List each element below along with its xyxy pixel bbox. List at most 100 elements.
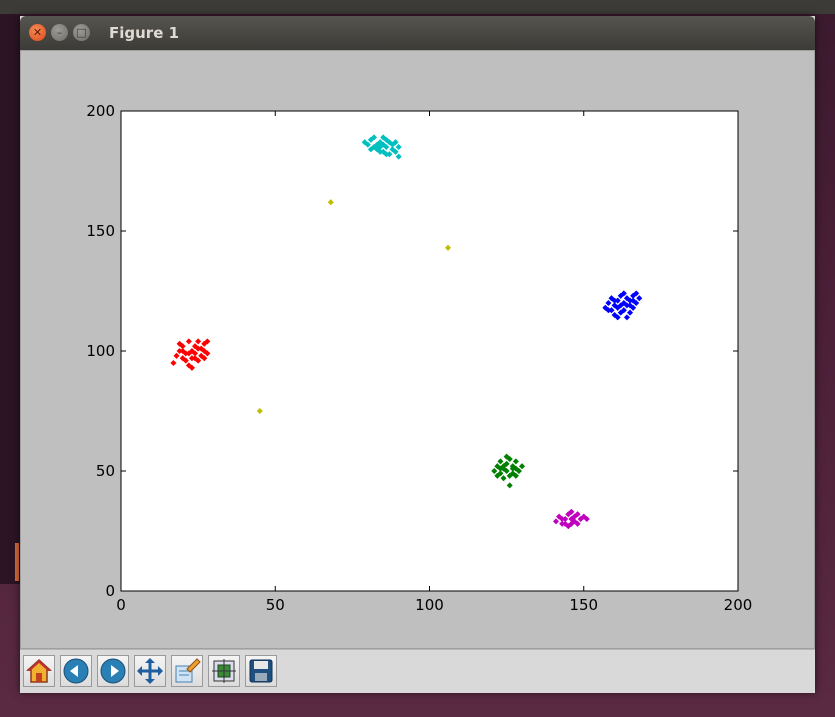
- pan-button[interactable]: [134, 655, 166, 687]
- x-tick-label: 150: [569, 596, 598, 614]
- data-point: [494, 472, 501, 479]
- data-point: [204, 338, 211, 345]
- desktop-launcher-edge: [15, 543, 19, 581]
- data-point: [185, 350, 192, 357]
- data-point: [383, 143, 390, 151]
- zoom-icon: [175, 658, 201, 683]
- y-tick-label: 200: [86, 102, 115, 120]
- data-point: [614, 314, 621, 321]
- data-point: [583, 515, 590, 523]
- data-point: [605, 307, 612, 314]
- figure-canvas[interactable]: 0 50 100 150 200 0 50 100 150 200: [20, 50, 815, 649]
- data-point: [519, 463, 526, 470]
- data-point: [192, 355, 199, 362]
- figure-window: ✕ – □ Figure 1 0 50 100 150 200 0 50 100 150 200: [20, 16, 815, 693]
- data-point: [512, 472, 519, 479]
- x-tick-label: 50: [266, 596, 285, 614]
- data-point: [256, 407, 263, 415]
- data-point: [327, 199, 334, 206]
- data-point: [444, 244, 452, 251]
- save-icon: [249, 659, 273, 683]
- y-tick-label: 0: [105, 582, 115, 600]
- data-point: [623, 302, 630, 309]
- data-point: [367, 146, 374, 153]
- save-button[interactable]: [245, 655, 277, 687]
- data-point: [182, 357, 189, 364]
- forward-icon: [100, 658, 126, 684]
- forward-button[interactable]: [97, 655, 129, 687]
- data-point: [370, 134, 377, 141]
- data-point: [380, 148, 387, 155]
- data-point: [627, 309, 634, 316]
- data-point: [497, 465, 504, 472]
- window-title: Figure 1: [109, 24, 180, 42]
- data-point: [395, 153, 402, 160]
- minimize-button[interactable]: –: [51, 24, 68, 41]
- data-point: [559, 515, 566, 523]
- data-point: [503, 467, 510, 475]
- window-titlebar[interactable]: ✕ – □ Figure 1: [20, 16, 815, 50]
- maximize-button[interactable]: □: [73, 24, 90, 41]
- data-point: [500, 475, 507, 482]
- data-point: [556, 513, 563, 520]
- data-point: [515, 467, 522, 475]
- navigation-toolbar: [20, 649, 815, 693]
- data-point: [188, 364, 195, 371]
- home-button[interactable]: [23, 655, 55, 687]
- data-point: [611, 297, 618, 304]
- data-point: [552, 518, 560, 525]
- data-point: [204, 350, 211, 357]
- data-point: [503, 453, 510, 460]
- data-point: [395, 143, 402, 151]
- data-point: [380, 141, 387, 148]
- data-point: [611, 311, 618, 319]
- zoom-button[interactable]: [171, 655, 203, 687]
- data-point: [630, 297, 637, 304]
- axes-frame: [120, 110, 739, 592]
- data-point: [377, 143, 384, 151]
- data-point: [173, 352, 180, 359]
- data-point: [392, 148, 399, 155]
- x-tick-label: 0: [116, 596, 126, 614]
- back-button[interactable]: [60, 655, 92, 687]
- data-point: [361, 139, 368, 146]
- data-point: [506, 482, 513, 489]
- data-point: [179, 347, 186, 355]
- data-point: [623, 314, 630, 321]
- back-icon: [63, 658, 89, 684]
- data-point: [611, 302, 618, 309]
- data-point: [568, 508, 575, 515]
- data-point: [620, 290, 627, 297]
- home-icon: [26, 658, 52, 683]
- data-point: [574, 511, 581, 518]
- data-point: [176, 340, 183, 347]
- data-point: [491, 467, 498, 475]
- data-point: [392, 139, 399, 146]
- data-point: [386, 151, 393, 158]
- data-point: [185, 338, 192, 345]
- data-point: [383, 136, 390, 143]
- data-point: [568, 520, 575, 527]
- subplots-button[interactable]: [208, 655, 240, 687]
- y-tick-label: 150: [86, 222, 115, 240]
- data-point: [562, 520, 569, 527]
- desktop-top-bar: [0, 0, 835, 14]
- data-point: [364, 141, 371, 148]
- data-point: [198, 352, 205, 359]
- data-point: [201, 355, 208, 362]
- data-point: [633, 290, 640, 297]
- close-button[interactable]: ✕: [29, 24, 46, 41]
- data-point: [605, 299, 612, 307]
- data-point: [617, 302, 624, 309]
- y-tick-label: 50: [96, 462, 115, 480]
- pan-icon: [137, 658, 163, 684]
- data-point: [509, 465, 516, 472]
- y-tick-label: 100: [86, 342, 115, 360]
- data-point: [602, 304, 609, 311]
- data-point: [170, 359, 177, 367]
- subplots-icon: [212, 659, 236, 683]
- data-point: [380, 134, 387, 141]
- data-point: [500, 463, 507, 470]
- data-point: [571, 518, 578, 525]
- data-point: [620, 307, 627, 314]
